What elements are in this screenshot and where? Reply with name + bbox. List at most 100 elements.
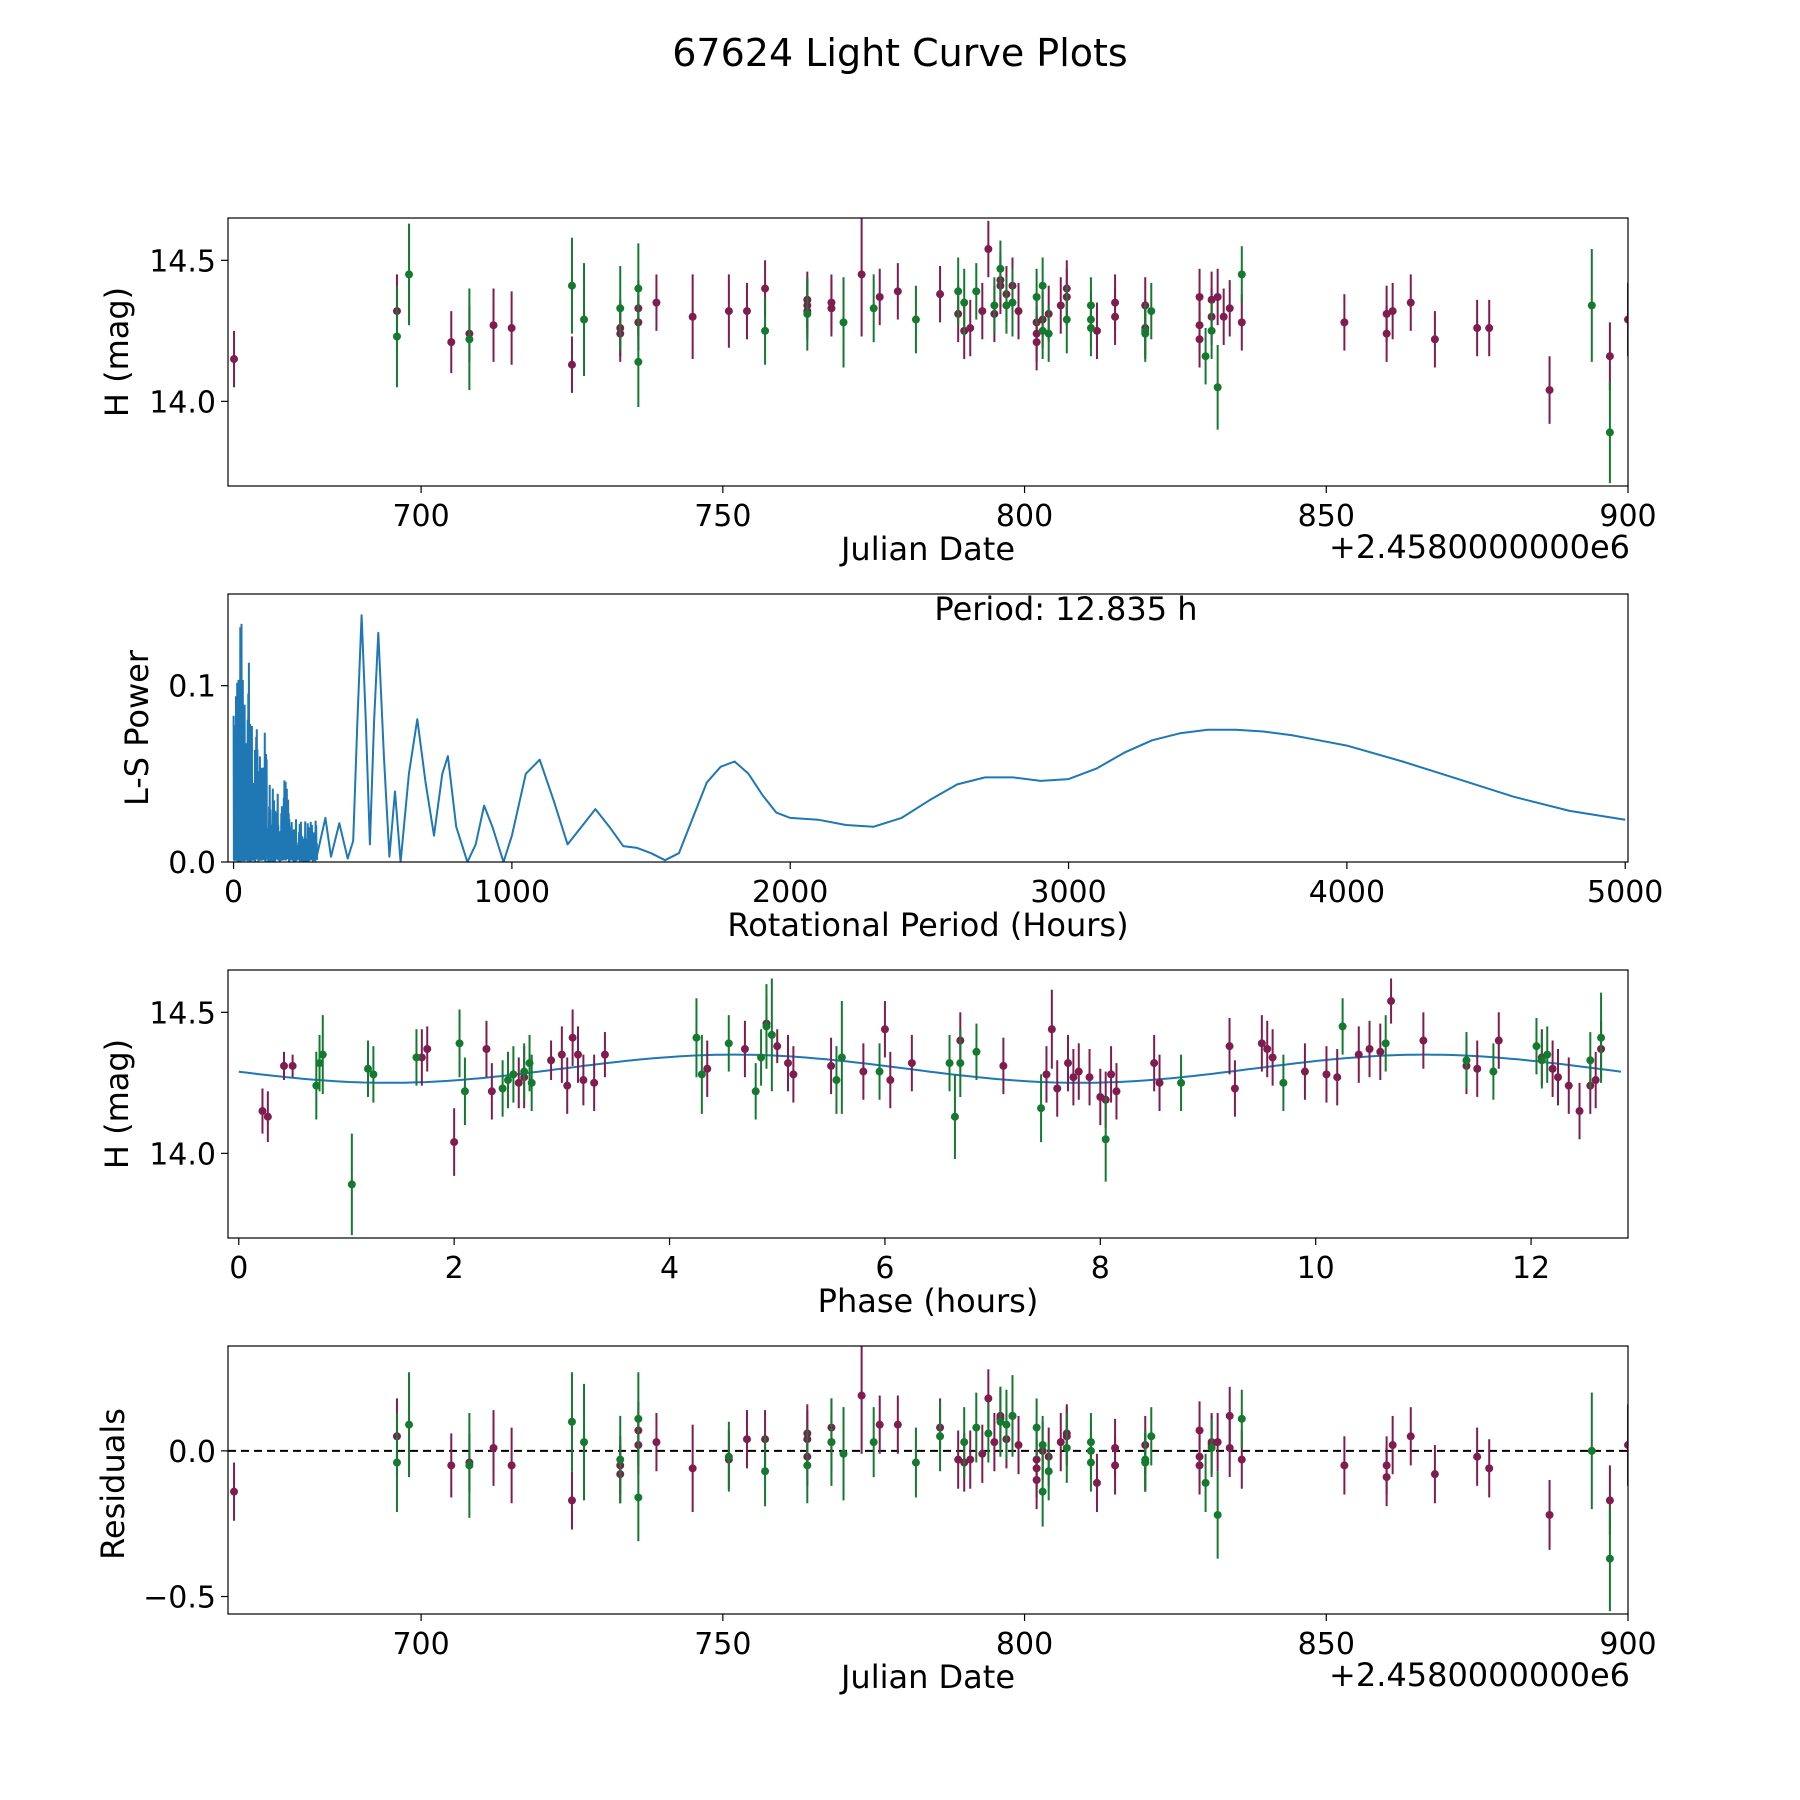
residuals-plot-area	[228, 1346, 1628, 1612]
phase-folded-filter-b-point	[875, 1067, 884, 1076]
light-curve-filter-b-point	[567, 281, 576, 290]
phase-folded-filter-a-point	[568, 1033, 577, 1042]
residuals-y-ticks: −0.5 0.0	[143, 1435, 228, 1616]
phase-folded-filter-a-point	[263, 1112, 272, 1121]
phase-folded-filter-b-point	[1532, 1042, 1541, 1051]
phase-folded-filter-a-point	[1591, 1076, 1600, 1085]
residuals-filter-b-point	[984, 1429, 993, 1438]
phase-folded-filter-a-point	[557, 1050, 566, 1059]
light-curve-filter-a-point	[742, 307, 751, 316]
phase-folded-filter-a-point	[886, 1076, 895, 1085]
residuals-filter-a-point	[230, 1487, 239, 1496]
phase-folded-filter-a-point	[1473, 1064, 1482, 1073]
light-curve-filter-a-point	[1237, 318, 1246, 327]
residuals-filter-a-point	[1340, 1461, 1349, 1470]
phase-folded-filter-b-point	[1489, 1067, 1498, 1076]
phase-folded-filter-a-point	[280, 1061, 288, 1070]
periodogram-y-label: L-S Power	[118, 649, 156, 806]
residuals-filter-b-point	[1044, 1467, 1053, 1476]
light-curve-filter-a-point	[1624, 315, 1628, 324]
phase-folded-filter-a-point	[450, 1138, 459, 1147]
residuals-filter-a-point	[875, 1420, 884, 1429]
residuals-filter-a-point	[1624, 1441, 1628, 1450]
phase-folded-filter-b-point	[692, 1033, 701, 1042]
residuals-filter-b-point	[1002, 1420, 1011, 1429]
phase-folded-filter-a-point	[1494, 1036, 1503, 1045]
phase-folded-x-label: Phase (hours)	[818, 1282, 1039, 1320]
light-curve-filter-b-point	[911, 315, 920, 324]
phase-folded-filter-b-point	[520, 1067, 529, 1076]
residuals-filter-a-point	[1225, 1411, 1234, 1420]
light-curve-filter-a-point	[827, 298, 836, 307]
phase-folded-filter-a-point	[859, 1067, 868, 1076]
phase-folded-filter-b-point	[315, 1059, 324, 1068]
light-curve-filter-a-point	[1545, 386, 1554, 395]
light-curve-filter-a-point	[936, 290, 945, 299]
residuals-filter-b-point	[1008, 1411, 1017, 1420]
phase-folded-filter-b-point	[950, 1112, 959, 1121]
phase-folded-filter-a-point	[1354, 1050, 1363, 1059]
light-curve-filter-b-point	[1201, 352, 1210, 361]
phase-folded-filter-a-point	[1419, 1036, 1428, 1045]
phase-folded-filter-b-point	[697, 1070, 706, 1079]
residuals-filter-b-point	[960, 1438, 969, 1447]
phase-folded-filter-a-point	[1107, 1070, 1116, 1079]
periodogram-power-line	[316, 614, 1626, 862]
light-curve-filter-b-point	[1587, 301, 1596, 310]
phase-folded-filter-a-point	[703, 1064, 712, 1073]
phase-folded-x-tick-label: 4	[660, 1251, 679, 1286]
light-curve-x-ticks: 700 750 800 850 900	[392, 486, 1657, 534]
phase-folded-filter-b-point	[412, 1053, 421, 1062]
residuals-filter-a-point	[1430, 1470, 1439, 1479]
light-curve-filter-b-point	[869, 304, 878, 313]
phase-folded-filter-a-point	[1376, 1047, 1385, 1056]
residuals-filter-b-point	[1605, 1554, 1614, 1563]
light-curve-filter-b-point	[954, 287, 963, 296]
phase-folded-filter-b-point	[347, 1180, 356, 1189]
residuals-filter-b-point	[634, 1493, 643, 1502]
phase-folded-filter-a-point	[1150, 1059, 1159, 1068]
light-curve-y-label: H (mag)	[98, 287, 136, 417]
residuals-x-tick-label: 750	[694, 1627, 751, 1662]
light-curve-filter-b-point	[1213, 383, 1222, 392]
light-curve-filter-b-point	[634, 284, 643, 293]
light-curve-filter-b-point	[405, 270, 414, 279]
residuals-filter-a-point	[447, 1461, 456, 1470]
light-curve-x-tick-label: 700	[392, 499, 449, 534]
residuals-filter-a-point	[1213, 1438, 1222, 1447]
residuals-filter-a-point	[1237, 1455, 1246, 1464]
residuals-filter-a-point	[688, 1464, 697, 1473]
light-curve-x-tick-label: 800	[996, 499, 1053, 534]
phase-folded-filter-b-point	[1279, 1078, 1288, 1087]
periodogram-y-tick-label: 0.0	[168, 846, 216, 881]
light-curve-filter-a-point	[1111, 298, 1120, 307]
residuals-x-offset: +2.4580000000e6	[1329, 1656, 1630, 1694]
residuals-filter-b-point	[972, 1423, 981, 1432]
phase-folded-filter-a-point	[1085, 1073, 1094, 1082]
phase-folded-filter-a-point	[1047, 1025, 1056, 1034]
phase-folded-filter-a-point	[1112, 1087, 1121, 1096]
phase-folded-filter-a-point	[258, 1107, 267, 1116]
phase-folded-filter-b-point	[757, 1053, 766, 1062]
light-curve-plot-area	[230, 218, 1628, 484]
residuals-filter-b-point	[1038, 1487, 1047, 1496]
light-curve-filter-a-point	[724, 307, 733, 316]
residuals-filter-a-point	[857, 1391, 866, 1400]
phase-folded-filter-b-point	[1101, 1135, 1110, 1144]
residuals-x-ticks: 700 750 800 850 900	[392, 1614, 1657, 1662]
residuals-filter-a-point	[507, 1461, 516, 1470]
residuals-filter-b-point	[996, 1417, 1005, 1426]
phase-folded-filter-a-point	[1069, 1073, 1078, 1082]
light-curve-filter-a-point	[1388, 307, 1397, 316]
light-curve-filter-b-point	[1605, 428, 1614, 437]
residuals-filter-a-point	[1473, 1452, 1482, 1461]
phase-folded-filter-b-point	[751, 1087, 760, 1096]
phase-folded-filter-b-point	[527, 1078, 536, 1087]
phase-folded-y-tick-label: 14.0	[149, 1137, 216, 1172]
residuals-filter-b-point	[761, 1467, 770, 1476]
phase-folded-filter-a-point	[1333, 1073, 1342, 1082]
light-curve-filter-a-point	[857, 270, 866, 279]
periodogram-y-tick-label: 0.1	[168, 670, 216, 705]
residuals-filter-b-point	[936, 1432, 945, 1441]
phase-folded-filter-b-point	[369, 1070, 378, 1079]
